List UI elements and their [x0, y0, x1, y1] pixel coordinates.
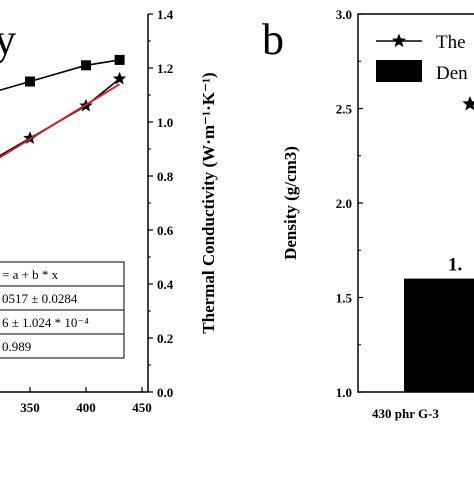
legend-box-icon: [376, 60, 422, 82]
y-tick-label: 0.4: [157, 277, 174, 292]
right-y-ticks: 0.0 0.2 0.4 0.6 0.8 1.0 1.2 1.4: [148, 7, 174, 400]
legend-label: Den: [436, 63, 468, 84]
fit-table-cell: 6 ± 1.024 * 10⁻⁴: [2, 315, 89, 330]
y-tick-label: 0.6: [157, 223, 174, 238]
data-point-square: [114, 54, 125, 65]
panel-a: 350 400 450 0.0 0.2 0.4 0.6 0.8 1.0 1.2 1.4 y = a…: [0, 7, 218, 415]
panel-b: b Density (g/cm3) 1.0 1.5 2.0 2.5 3.0 1. 430…: [262, 7, 474, 421]
x-tick-label: 430 phr G-3: [372, 406, 439, 421]
legend-label: The: [436, 32, 466, 53]
y-ticks: 1.0 1.5 2.0 2.5 3.0: [336, 7, 363, 400]
fit-table: = a + b * x 0517 ± 0.0284 6 ± 1.024 * 10⁻⁴…: [0, 261, 125, 359]
y-tick-label: 2.0: [336, 196, 352, 211]
data-point-square: [81, 60, 91, 71]
fit-table-cell: 0.989: [2, 339, 31, 354]
y-tick-label: 0.2: [157, 331, 173, 346]
y-tick-label: 2.5: [336, 102, 353, 117]
y-tick-label: 1.0: [157, 115, 173, 130]
x-tick-label: 450: [132, 400, 152, 415]
panel-letter-b: b: [262, 15, 284, 64]
bar: [404, 278, 474, 392]
data-point-star: [23, 131, 37, 144]
y-axis-title: Density (g/cm3): [281, 146, 300, 260]
y-tick-label: 1.5: [336, 291, 353, 306]
y-tick-label: 1.0: [336, 385, 352, 400]
y-tick-label: 3.0: [336, 7, 352, 22]
panel-letter-a: y: [0, 15, 16, 64]
fit-table-cell: 0517 ± 0.0284: [2, 291, 78, 306]
bars: 1.: [404, 96, 474, 392]
x-ticks: 350 400 450: [20, 387, 152, 415]
y-tick-label: 1.4: [157, 7, 174, 22]
bar-value-label: 1.: [448, 255, 462, 276]
series-line-0: [0, 59, 120, 92]
legend-star-icon: [391, 33, 407, 48]
data-point-star: [462, 96, 474, 111]
data-series: [0, 54, 127, 159]
data-point-star: [112, 71, 127, 85]
legend: The Den: [376, 32, 468, 84]
y-tick-label: 1.2: [157, 61, 173, 76]
series-line-2: [0, 83, 121, 159]
fit-table-cell: = a + b * x: [2, 267, 59, 282]
y-tick-label: 0.8: [157, 169, 174, 184]
data-point-square: [25, 76, 35, 87]
y-tick-label: 0.0: [157, 385, 173, 400]
x-tick-label: 350: [20, 400, 40, 415]
x-tick-label: 400: [76, 400, 96, 415]
series-line-1: [0, 78, 121, 157]
right-y-axis-title: Thermal Conductivity (W·m⁻¹·K⁻¹): [199, 72, 218, 333]
